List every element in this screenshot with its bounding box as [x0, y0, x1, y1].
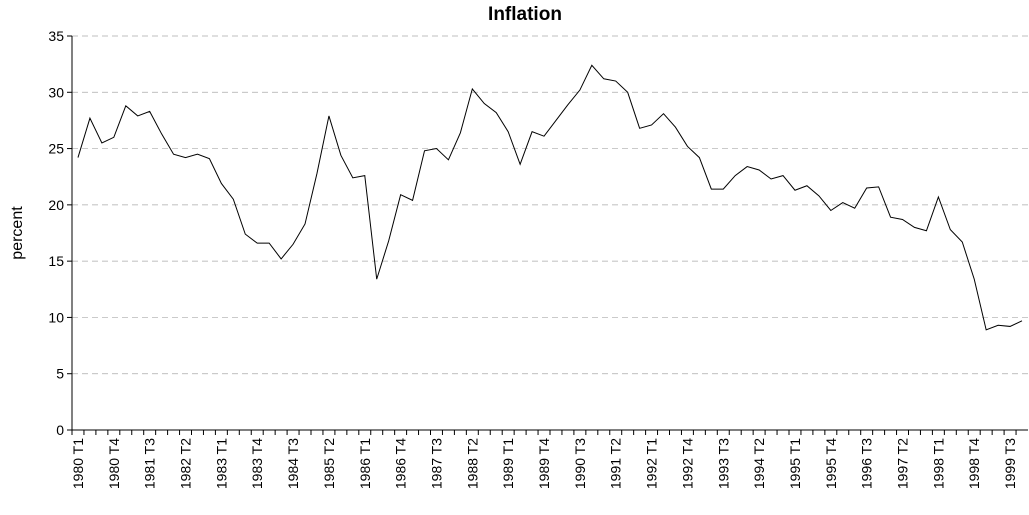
x-tick-label: 1986 T1 — [357, 438, 373, 489]
x-tick-label: 1989 T4 — [536, 438, 552, 489]
x-tick-label: 1985 T2 — [321, 438, 337, 489]
x-tick-label: 1995 T1 — [787, 438, 803, 489]
x-tick-label: 1994 T2 — [751, 438, 767, 489]
x-tick-label: 1986 T4 — [393, 438, 409, 489]
x-tick-label: 1997 T2 — [895, 438, 911, 489]
x-tick-label: 1996 T3 — [859, 438, 875, 489]
line — [77, 64, 1023, 331]
x-tick-label: 1983 T1 — [213, 438, 229, 489]
y-axis-label: percent — [9, 206, 26, 260]
x-tick-label: 1989 T1 — [500, 438, 516, 489]
x-tick-label: 1993 T3 — [715, 438, 731, 489]
x-tick-label: 1995 T4 — [823, 438, 839, 489]
y-tick-label: 10 — [48, 309, 64, 325]
x-tick-label: 1981 T3 — [142, 438, 158, 489]
y-tick-label: 0 — [56, 422, 64, 438]
x-tick-label: 1990 T3 — [572, 438, 588, 489]
x-tick-label: 1988 T2 — [464, 438, 480, 489]
x-tick-label: 1987 T3 — [428, 438, 444, 489]
y-tick-label: 30 — [48, 84, 64, 100]
chart-title: Inflation — [488, 4, 562, 25]
y-tick-label: 25 — [48, 141, 64, 157]
x-tick-label: 1991 T2 — [608, 438, 624, 489]
x-tick-label: 1980 T4 — [106, 438, 122, 489]
x-tick-label: 1984 T3 — [285, 438, 301, 489]
x-tick-label: 1998 T1 — [930, 438, 946, 489]
y-tick-label: 35 — [48, 28, 64, 44]
y-tick-label: 20 — [48, 197, 64, 213]
x-tick-label: 1980 T1 — [70, 438, 86, 489]
x-tick-label: 1992 T1 — [644, 438, 660, 489]
y-tick-label: 15 — [48, 253, 64, 269]
x-tick-label: 1982 T2 — [178, 438, 194, 489]
x-tick-label: 1992 T4 — [679, 438, 695, 489]
x-tick-label: 1998 T4 — [966, 438, 982, 489]
x-tick-label: 1983 T4 — [249, 438, 265, 489]
y-tick-label: 5 — [56, 366, 64, 382]
x-tick-label: 1999 T3 — [1002, 438, 1018, 489]
